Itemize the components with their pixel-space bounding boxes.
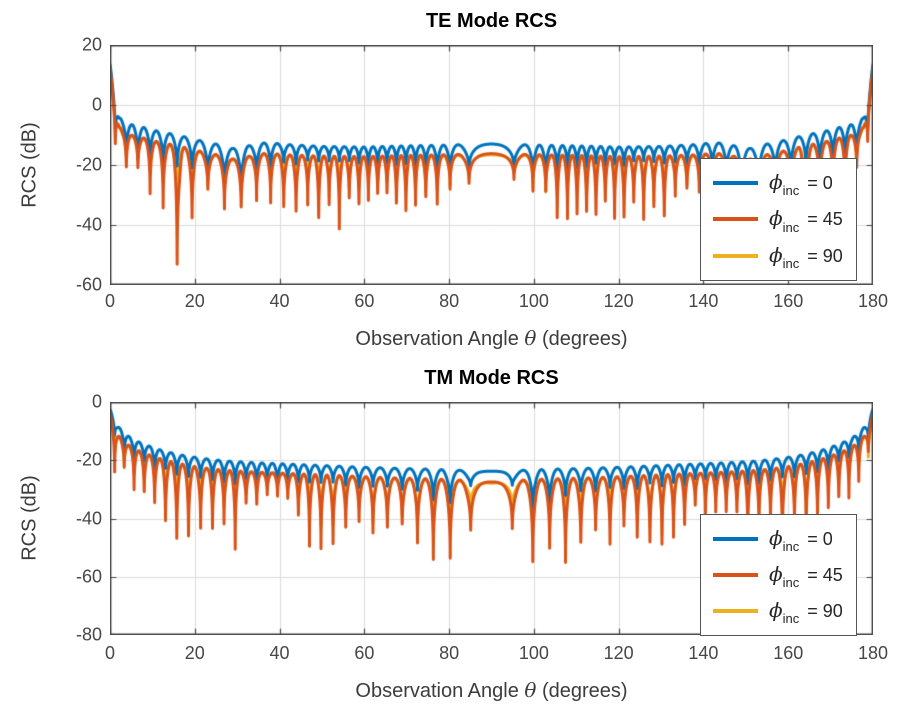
legend-label: ϕinc = 90 xyxy=(769,597,843,627)
te-chart-title: TE Mode RCS xyxy=(425,10,558,32)
legend-value: = 90 xyxy=(807,245,843,266)
legend-value: = 90 xyxy=(807,600,843,621)
y-tick-label: 0 xyxy=(91,94,102,115)
legend-line-swatch xyxy=(713,609,758,613)
legend-line-swatch xyxy=(713,181,758,186)
legend-entry: ϕinc = 90 xyxy=(701,593,856,629)
y-tick-label: -80 xyxy=(75,624,102,645)
x-tick-label: 20 xyxy=(184,643,205,663)
tm-legend: ϕinc = 0 ϕinc = 45 ϕinc = 90 xyxy=(700,514,857,636)
x-tick-label: 0 xyxy=(104,291,115,311)
y-tick-label: -60 xyxy=(75,566,102,587)
legend-entry: ϕinc = 0 xyxy=(701,165,856,201)
phi-subscript: inc xyxy=(782,539,800,555)
x-tick-label: 140 xyxy=(688,291,719,311)
y-tick-label: -20 xyxy=(75,449,102,470)
x-tick-label: 100 xyxy=(518,291,549,311)
legend-value: = 45 xyxy=(807,564,843,585)
y-tick-label: 0 xyxy=(91,391,102,412)
y-tick-label: -40 xyxy=(75,214,102,235)
te-x-label-pre: Observation Angle xyxy=(355,328,525,350)
phi-subscript: inc xyxy=(782,611,800,627)
x-tick-label: 140 xyxy=(688,643,719,663)
tm-x-label-post: (degrees) xyxy=(536,680,628,702)
te-legend: ϕinc = 0 ϕinc = 45 ϕinc = 90 xyxy=(700,158,857,281)
legend-value: = 0 xyxy=(807,172,833,193)
te-x-axis-label: Observation Angle θ (degrees) xyxy=(110,326,873,351)
phi-symbol: ϕ xyxy=(769,206,783,231)
te-x-label-post: (degrees) xyxy=(536,328,628,350)
x-tick-label: 60 xyxy=(354,643,375,663)
theta-symbol: θ xyxy=(524,678,537,702)
tm-x-label-pre: Observation Angle xyxy=(355,680,525,702)
tm-y-axis-label: RCS (dB) xyxy=(18,475,41,561)
phi-subscript: inc xyxy=(782,219,800,235)
y-tick-label: 20 xyxy=(81,34,102,55)
x-tick-label: 100 xyxy=(518,643,549,663)
legend-label: ϕinc = 45 xyxy=(769,561,843,591)
phi-subscript: inc xyxy=(782,575,800,591)
x-tick-label: 40 xyxy=(269,291,290,311)
x-tick-label: 0 xyxy=(104,643,115,663)
y-tick-label: -20 xyxy=(75,154,102,175)
phi-subscript: inc xyxy=(782,183,800,199)
x-tick-label: 20 xyxy=(184,291,205,311)
legend-label: ϕinc = 0 xyxy=(769,525,833,555)
theta-symbol: θ xyxy=(524,326,537,350)
legend-value: = 0 xyxy=(807,528,833,549)
x-tick-label: 180 xyxy=(857,291,889,311)
legend-line-swatch xyxy=(713,217,758,222)
phi-symbol: ϕ xyxy=(769,169,783,194)
x-tick-label: 40 xyxy=(269,643,290,663)
legend-entry: ϕinc = 45 xyxy=(701,201,856,237)
legend-line-swatch xyxy=(713,253,758,258)
x-tick-label: 120 xyxy=(603,291,634,311)
phi-symbol: ϕ xyxy=(769,242,783,267)
legend-label: ϕinc = 0 xyxy=(769,169,833,199)
x-tick-label: 160 xyxy=(773,643,804,663)
legend-line-swatch xyxy=(713,537,758,541)
x-tick-label: 160 xyxy=(773,291,804,311)
x-tick-label: 180 xyxy=(857,643,889,663)
y-tick-label: -40 xyxy=(75,508,102,528)
phi-symbol: ϕ xyxy=(769,597,783,622)
legend-value: = 45 xyxy=(807,209,843,230)
y-tick-label: -60 xyxy=(75,274,102,295)
legend-label: ϕinc = 90 xyxy=(769,242,843,272)
legend-entry: ϕinc = 45 xyxy=(701,557,856,593)
legend-label: ϕinc = 45 xyxy=(769,206,843,235)
x-tick-label: 60 xyxy=(354,291,375,311)
te-y-axis-label: RCS (dB) xyxy=(18,122,41,208)
phi-symbol: ϕ xyxy=(769,561,783,586)
phi-symbol: ϕ xyxy=(769,525,783,550)
x-tick-label: 80 xyxy=(439,643,460,663)
legend-entry: ϕinc = 0 xyxy=(701,521,856,557)
legend-line-swatch xyxy=(713,573,758,577)
tm-chart-title: TM Mode RCS xyxy=(424,367,559,389)
x-tick-label: 120 xyxy=(603,643,634,663)
x-tick-label: 80 xyxy=(439,291,460,311)
phi-subscript: inc xyxy=(782,256,800,272)
tm-x-axis-label: Observation Angle θ (degrees) xyxy=(110,678,873,703)
legend-entry: ϕinc = 90 xyxy=(701,238,856,274)
